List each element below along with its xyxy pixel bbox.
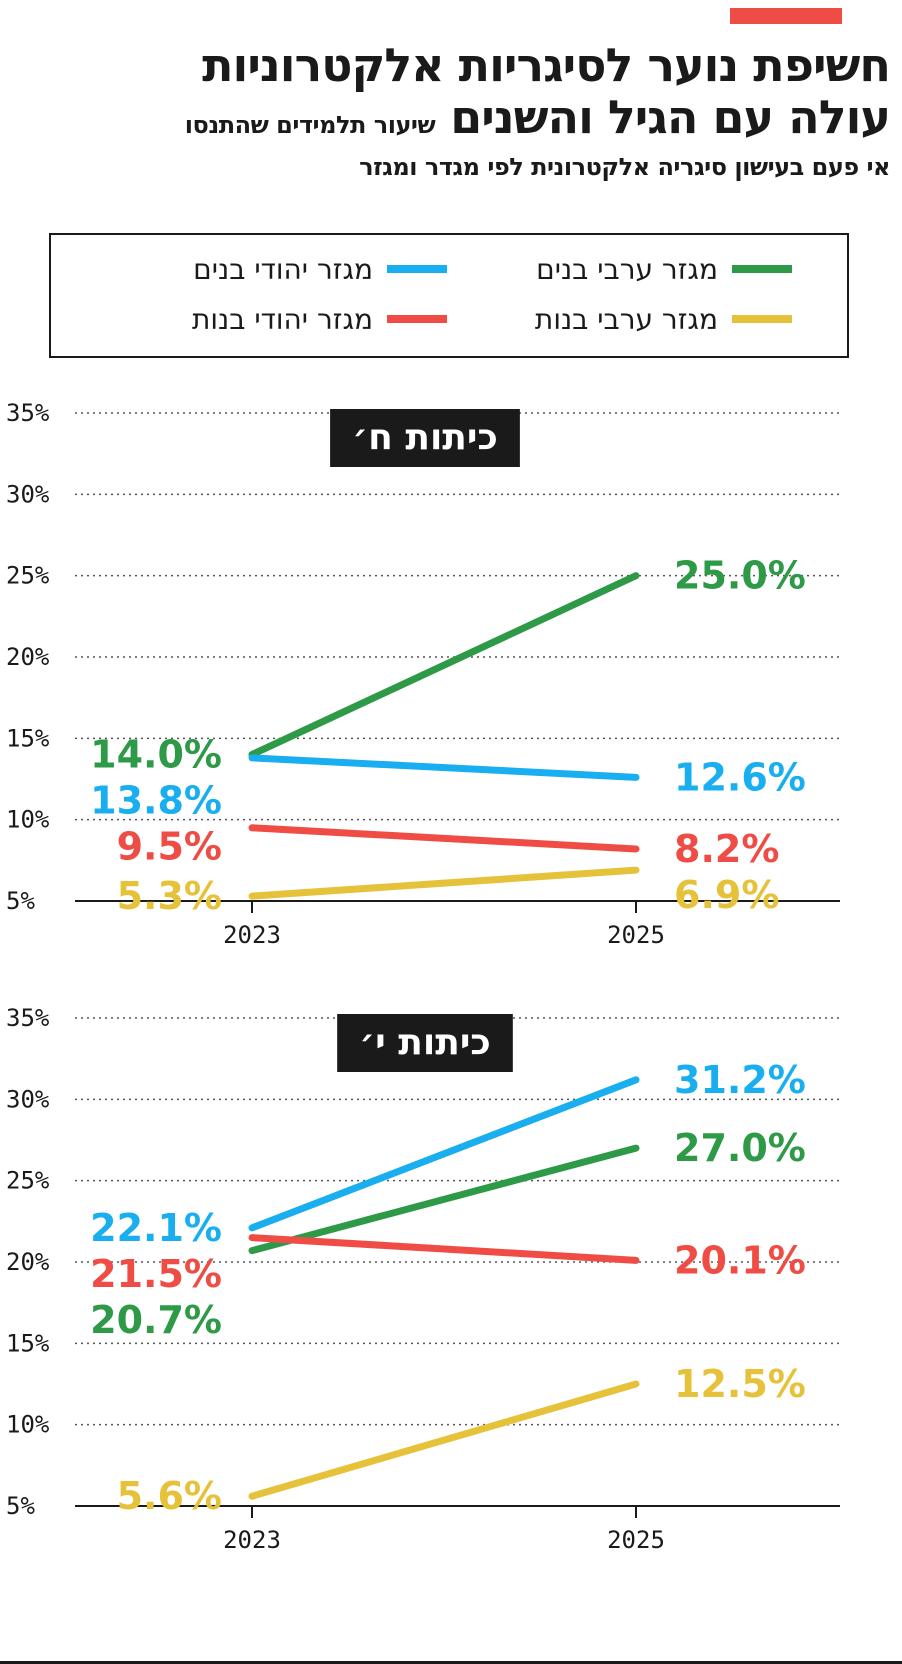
y-tick-label: 25% xyxy=(6,562,50,590)
data-label: 8.2% xyxy=(674,827,779,871)
legend-item-arab-boys: מגזר ערבי בנים xyxy=(536,249,792,289)
data-label: 20.7% xyxy=(90,1298,222,1342)
panel-title: כיתות י׳ xyxy=(337,1014,513,1072)
y-tick-label: 25% xyxy=(6,1167,50,1195)
subtitle-inline: שיעור תלמידים שהתנסו xyxy=(184,111,436,139)
data-label: 20.1% xyxy=(674,1238,806,1282)
series-line xyxy=(248,866,640,900)
panel-title-text: כיתות ח׳ xyxy=(352,417,498,458)
data-label: 31.2% xyxy=(674,1058,806,1102)
y-tick-label: 20% xyxy=(6,643,50,671)
legend-swatch xyxy=(732,265,792,273)
chart-grade-10: 5% 10% 15% 20% 25% 30% 35% 2023 2025 כיתות י׳ 22.1… xyxy=(0,1000,902,1600)
panel-title-bg xyxy=(330,409,520,467)
x-tick-label: 2023 xyxy=(223,1526,281,1554)
title-line-2-main: עולה עם הגיל והשנים xyxy=(450,90,891,144)
panel-title-bg xyxy=(337,1014,513,1072)
y-tick-label: 5% xyxy=(6,1492,35,1520)
y-tick-label: 5% xyxy=(6,887,35,915)
data-label: 5.3% xyxy=(117,874,222,918)
legend-item-jewish-girls: מגזר יהודי בנות xyxy=(192,299,447,339)
legend-item-arab-girls: מגזר ערבי בנות xyxy=(535,299,792,339)
data-label: 12.6% xyxy=(674,755,806,799)
chart-grade-8: 5% 10% 15% 20% 25% 30% 35% 2023 2025 כיתות ח׳ 14.0… xyxy=(0,395,902,995)
data-label: 14.0% xyxy=(90,733,222,777)
data-label: 27.0% xyxy=(674,1126,806,1170)
y-tick-label: 30% xyxy=(6,1085,50,1113)
data-label: 9.5% xyxy=(117,825,222,869)
data-label: 5.6% xyxy=(117,1474,222,1518)
series-line xyxy=(248,1380,640,1500)
subtitle: אי פעם בעישון סיגריה אלקטרונית לפי מגדר … xyxy=(359,153,890,181)
x-tick-label: 2025 xyxy=(607,1526,665,1554)
y-tick-label: 35% xyxy=(6,1004,50,1032)
y-tick-label: 15% xyxy=(6,1329,50,1357)
legend-item-jewish-boys: מגזר יהודי בנים xyxy=(193,249,447,289)
chart-grade-10-svg: 5% 10% 15% 20% 25% 30% 35% 2023 2025 כיתות י׳ 22.1… xyxy=(6,1004,840,1554)
data-label: 13.8% xyxy=(90,779,222,823)
data-label: 22.1% xyxy=(90,1206,222,1250)
chart-grade-8-svg: 5% 10% 15% 20% 25% 30% 35% 2023 2025 כיתות ח׳ 14.0… xyxy=(6,399,840,949)
data-label: 6.9% xyxy=(674,873,779,917)
legend-label: מגזר ערבי בנים xyxy=(536,252,718,286)
legend-swatch xyxy=(732,315,792,323)
legend-label: מגזר ערבי בנות xyxy=(534,302,718,336)
panel-title: כיתות ח׳ xyxy=(330,409,520,467)
series-line xyxy=(248,1076,640,1232)
y-tick-label: 30% xyxy=(6,480,50,508)
legend-swatch xyxy=(387,265,447,273)
series-line xyxy=(248,1234,640,1264)
y-tick-label: 20% xyxy=(6,1248,50,1276)
panel-title-text: כיתות י׳ xyxy=(359,1022,491,1063)
data-label: 21.5% xyxy=(90,1252,222,1296)
y-tick-label: 15% xyxy=(6,724,50,752)
series-line xyxy=(248,824,640,853)
y-tick-label: 35% xyxy=(6,399,50,427)
legend-label: מגזר יהודי בנים xyxy=(193,252,373,286)
x-tick-label: 2025 xyxy=(607,921,665,949)
y-tick-label: 10% xyxy=(6,806,50,834)
accent-bar xyxy=(730,8,842,24)
data-label: 25.0% xyxy=(674,554,806,598)
headline: חשיפת נוער לסיגריות אלקטרוניות עולה עם ה… xyxy=(10,38,891,182)
x-tick-label: 2023 xyxy=(223,921,281,949)
title-line-2: עולה עם הגיל והשנים שיעור תלמידים שהתנסו xyxy=(10,90,891,152)
series-line xyxy=(248,754,640,781)
data-label: 12.5% xyxy=(674,1362,806,1406)
legend: מגזר ערבי בנים מגזר יהודי בנים מגזר ערבי… xyxy=(49,233,849,358)
bottom-rule xyxy=(0,1661,902,1664)
series-line xyxy=(248,1144,640,1255)
series-line xyxy=(248,572,640,759)
legend-label: מגזר יהודי בנות xyxy=(191,302,373,336)
legend-swatch xyxy=(387,315,447,323)
title-line-1: חשיפת נוער לסיגריות אלקטרוניות xyxy=(202,38,891,92)
y-tick-label: 10% xyxy=(6,1411,50,1439)
